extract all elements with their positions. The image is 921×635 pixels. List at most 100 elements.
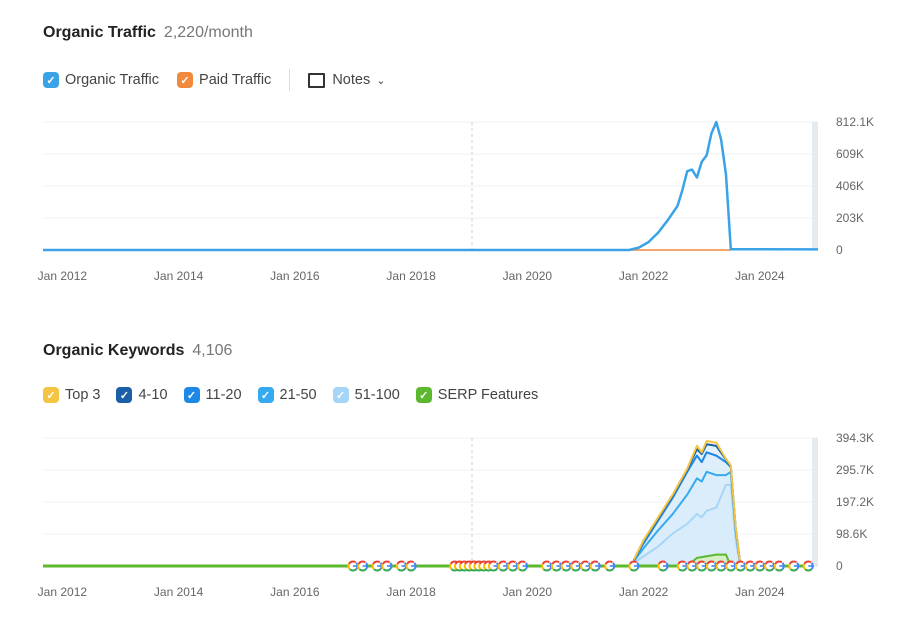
- google-g-arc: [612, 562, 616, 570]
- google-g-arc: [348, 560, 357, 565]
- google-g-arc: [810, 562, 814, 570]
- google-update-icon: [517, 560, 529, 572]
- checkbox-icon[interactable]: ✓: [43, 387, 59, 403]
- google-g-arc: [561, 560, 570, 565]
- google-g-arc: [396, 560, 405, 565]
- google-g-arc: [725, 560, 735, 565]
- legend-label: SERP Features: [437, 387, 539, 403]
- google-update-icon: [357, 560, 369, 572]
- checkbox-icon[interactable]: ✓: [43, 72, 59, 88]
- google-g-arc: [715, 563, 719, 570]
- legend-label: 51-100: [354, 387, 400, 403]
- google-update-icon: [788, 560, 800, 572]
- traffic-title-text: Organic Traffic: [43, 24, 156, 41]
- y-tick-label: 203K: [836, 211, 864, 225]
- google-g-arc: [735, 560, 744, 565]
- google-g-arc: [658, 560, 667, 565]
- google-g-arc: [725, 563, 729, 570]
- area-11-20: [633, 452, 741, 566]
- checkbox-icon[interactable]: ✓: [183, 387, 200, 403]
- google-g-arc: [551, 560, 560, 565]
- google-g-arc: [687, 560, 696, 565]
- google-g-arc: [665, 562, 669, 570]
- google-g-arc: [604, 560, 613, 565]
- google-update-icon: [580, 560, 591, 572]
- keywords-value: 4,106: [192, 342, 233, 359]
- chevron-down-icon: ⌄: [376, 74, 386, 87]
- x-tick-label: Jan 2018: [386, 269, 436, 280]
- google-update-icon: [744, 560, 756, 572]
- keywords-title-text: Organic Keywords: [43, 342, 185, 359]
- legend-21-50[interactable]: ✓ 21-50: [257, 387, 317, 403]
- google-g-arc: [499, 568, 508, 572]
- google-g-arc: [788, 560, 798, 565]
- legend-label: Paid Traffic: [199, 72, 272, 88]
- google-update-icon: [802, 560, 814, 572]
- divider: [289, 69, 291, 91]
- legend-serp-features[interactable]: ✓ SERP Features: [415, 387, 539, 403]
- google-g-arc: [357, 563, 361, 570]
- legend-label: Top 3: [65, 387, 101, 403]
- google-g-arc: [803, 560, 812, 565]
- google-g-arc: [630, 568, 638, 572]
- legend-4-10[interactable]: ✓ 4-10: [116, 387, 168, 403]
- checkbox-icon[interactable]: ✓: [177, 72, 194, 88]
- legend-11-20[interactable]: ✓ 11-20: [183, 387, 242, 403]
- y-tick-label: 406K: [836, 179, 864, 193]
- google-g-arc: [489, 568, 498, 572]
- google-g-arc: [659, 568, 667, 572]
- area-51-100: [633, 484, 741, 566]
- google-g-arc: [373, 568, 382, 572]
- google-g-arc: [726, 568, 735, 572]
- google-g-arc: [381, 563, 385, 570]
- google-g-arc: [705, 563, 710, 570]
- google-g-arc: [804, 568, 813, 572]
- google-g-arc: [562, 568, 571, 572]
- legend-label: 4-10: [138, 387, 168, 403]
- google-update-icon: [686, 560, 698, 572]
- google-g-arc: [357, 560, 366, 565]
- google-update-icon: [550, 560, 562, 572]
- checkbox-icon[interactable]: ✓: [116, 387, 133, 403]
- google-g-arc: [413, 562, 417, 570]
- google-update-icon: [497, 560, 509, 572]
- google-g-arc: [764, 560, 773, 565]
- google-g-arc: [745, 560, 754, 565]
- google-g-arc: [746, 568, 755, 572]
- legend-label: Organic Traffic: [65, 72, 160, 88]
- google-g-arc: [589, 563, 593, 570]
- google-g-arc: [517, 563, 521, 570]
- google-g-arc: [488, 560, 497, 565]
- legend-organic-traffic[interactable]: ✓ Organic Traffic: [43, 72, 159, 88]
- checkbox-icon[interactable]: ✓: [415, 387, 432, 403]
- google-g-arc: [706, 560, 715, 565]
- checkbox-icon[interactable]: ✓: [332, 387, 349, 403]
- google-g-arc: [407, 568, 416, 572]
- google-g-arc: [552, 568, 561, 572]
- legend-51-100[interactable]: ✓ 51-100: [332, 387, 400, 403]
- google-update-icon: [754, 560, 766, 572]
- x-tick-label: Jan 2022: [619, 585, 669, 599]
- google-g-arc: [735, 563, 739, 570]
- google-g-arc: [347, 563, 351, 570]
- google-g-arc: [358, 568, 367, 572]
- scroll-edge: [812, 122, 818, 250]
- legend-paid-traffic[interactable]: ✓ Paid Traffic: [177, 72, 271, 88]
- traffic-chart: 812.1K 609K 406K 203K 0 Jan 2012 Jan 2014 Jan 2…: [38, 115, 874, 280]
- x-tick-label: Jan 2018: [386, 585, 436, 599]
- google-g-arc: [688, 568, 696, 572]
- google-g-arc: [518, 568, 527, 572]
- notes-dropdown[interactable]: Notes ⌄: [308, 72, 385, 88]
- checkbox-icon[interactable]: ✓: [257, 387, 274, 403]
- google-g-arc: [541, 560, 550, 565]
- y-tick-label: 295.7K: [836, 463, 874, 477]
- google-g-arc: [454, 563, 458, 570]
- google-update-icon: [735, 560, 746, 572]
- legend-top-3[interactable]: ✓ Top 3: [43, 387, 100, 403]
- google-g-arc: [542, 568, 551, 572]
- google-update-icon: [725, 560, 737, 572]
- google-g-arc: [678, 568, 687, 572]
- google-g-arc: [628, 563, 632, 570]
- google-g-arc: [597, 562, 601, 570]
- google-g-arc: [802, 563, 806, 570]
